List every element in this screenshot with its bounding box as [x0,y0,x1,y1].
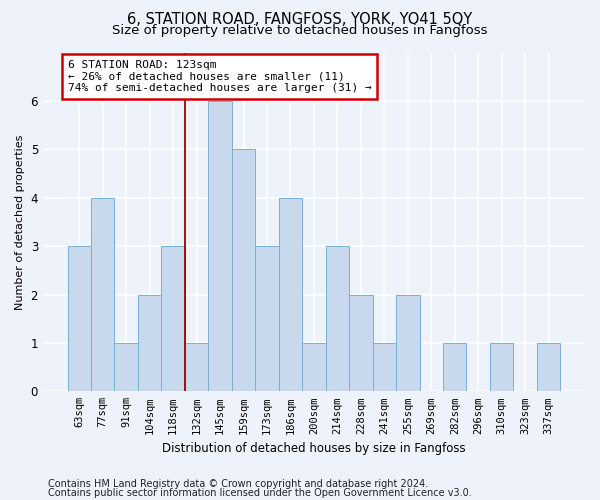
Bar [232,150,255,392]
Text: Size of property relative to detached houses in Fangfoss: Size of property relative to detached ho… [112,24,488,37]
Bar [302,343,326,392]
Text: 6, STATION ROAD, FANGFOSS, YORK, YO41 5QY: 6, STATION ROAD, FANGFOSS, YORK, YO41 5Q… [127,12,473,28]
Text: 6 STATION ROAD: 123sqm
← 26% of detached houses are smaller (11)
74% of semi-det: 6 STATION ROAD: 123sqm ← 26% of detached… [68,60,371,93]
Bar [91,198,115,392]
Bar [255,246,279,392]
Bar [537,343,560,392]
Bar [138,294,161,392]
Bar [326,246,349,392]
Y-axis label: Number of detached properties: Number of detached properties [15,134,25,310]
Bar [208,101,232,392]
Bar [396,294,419,392]
Bar [185,343,208,392]
Bar [349,294,373,392]
X-axis label: Distribution of detached houses by size in Fangfoss: Distribution of detached houses by size … [162,442,466,455]
Bar [279,198,302,392]
Bar [373,343,396,392]
Bar [115,343,138,392]
Bar [161,246,185,392]
Text: Contains HM Land Registry data © Crown copyright and database right 2024.: Contains HM Land Registry data © Crown c… [48,479,428,489]
Text: Contains public sector information licensed under the Open Government Licence v3: Contains public sector information licen… [48,488,472,498]
Bar [443,343,466,392]
Bar [490,343,514,392]
Bar [68,246,91,392]
